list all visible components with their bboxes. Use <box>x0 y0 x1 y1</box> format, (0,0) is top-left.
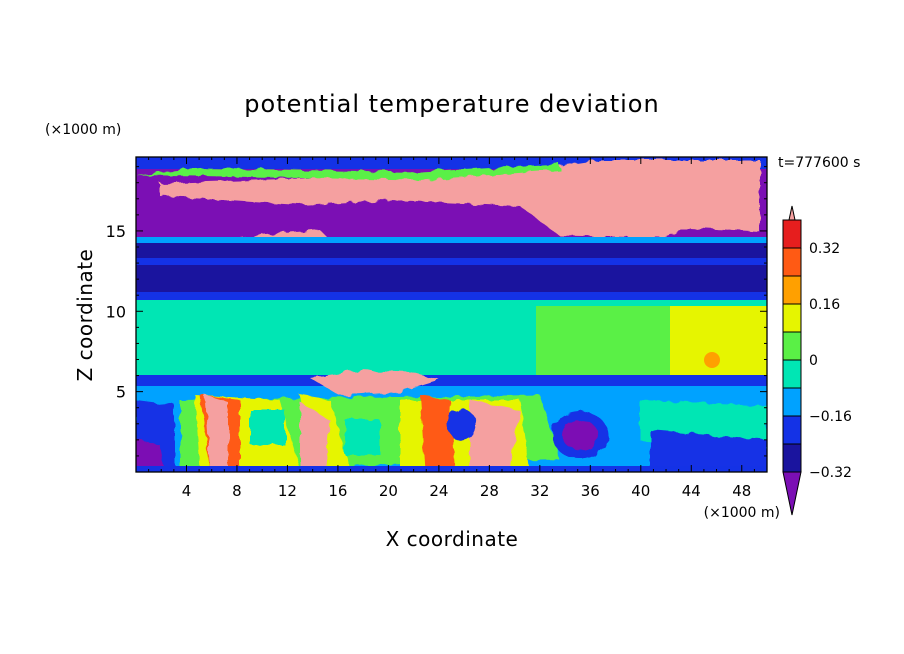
y-tick-label: 15 <box>106 222 126 241</box>
colorbar-box <box>782 275 802 305</box>
band-dark-blue <box>136 240 767 302</box>
colorbar-box <box>782 219 802 249</box>
x-tick-label: 44 <box>682 482 701 500</box>
band-middle-edge <box>136 300 767 306</box>
colorbar: 0.32 0.16 0 −0.16 −0.32 <box>782 205 852 516</box>
band-lower-edge <box>136 375 767 387</box>
y-tick-label: 10 <box>106 302 126 321</box>
colorbar-tick-label: −0.16 <box>809 409 852 425</box>
patch-lower-pink-col-2 <box>300 402 330 470</box>
patch-lower-pink-col-1 <box>205 395 228 470</box>
chart-title: potential temperature deviation <box>244 90 659 118</box>
patch-lower-pink-top <box>310 370 440 396</box>
band-blue-stripe-2 <box>136 258 767 265</box>
colorbar-extend-low <box>782 471 802 516</box>
patch-lower-purple-eddy <box>562 420 598 450</box>
patch-middle-yellow <box>670 306 767 378</box>
colorbar-box <box>782 303 802 333</box>
x-tick-label: 16 <box>328 482 347 500</box>
band-blue-stripe-3 <box>136 292 767 300</box>
colorbar-tick-label: −0.32 <box>809 465 852 481</box>
time-label: t=777600 s <box>778 155 860 171</box>
x-tick-label: 8 <box>232 482 242 500</box>
patch-lower-right-blue <box>650 430 767 472</box>
x-tick-label: 40 <box>631 482 650 500</box>
colorbar-box <box>782 359 802 389</box>
patch-upper-green <box>136 164 560 180</box>
colorbar-box <box>782 415 802 445</box>
y-unit-label: (×1000 m) <box>45 122 121 138</box>
colorbar-tick-label: 0.16 <box>809 297 840 313</box>
x-tick-label: 12 <box>278 482 297 500</box>
x-tick-label: 24 <box>429 482 448 500</box>
patch-lower-pink-col-3 <box>470 400 520 470</box>
patch-lower-blue-eddy-1 <box>448 409 476 441</box>
y-axis: 5 10 15 <box>106 166 767 457</box>
y-tick-label: 5 <box>116 383 126 402</box>
colorbar-box <box>782 247 802 277</box>
patch-lower-cyan-2 <box>250 410 285 445</box>
colorbar-tick-label: 0 <box>809 353 818 369</box>
colorbar-box <box>782 443 802 473</box>
x-tick-label: 36 <box>581 482 600 500</box>
band-blue-stripe-1 <box>136 237 767 243</box>
x-tick-label: 48 <box>732 482 751 500</box>
colorbar-box <box>782 331 802 361</box>
x-tick-label: 20 <box>379 482 398 500</box>
patch-middle-orange <box>704 352 720 368</box>
colorbar-tick-label: 0.32 <box>809 241 840 257</box>
x-axis: 4 8 12 16 20 24 28 32 36 40 44 48 <box>148 157 755 500</box>
patch-lower-red-2 <box>420 395 455 470</box>
patch-lower-cyan-1 <box>345 420 380 455</box>
x-tick-label: 4 <box>182 482 192 500</box>
contour-field <box>136 157 767 472</box>
x-unit-label: (×1000 m) <box>704 505 780 521</box>
patch-upper-pink <box>160 160 760 238</box>
colorbar-box <box>782 387 802 417</box>
x-tick-label: 28 <box>480 482 499 500</box>
x-axis-label: X coordinate <box>386 527 519 551</box>
band-middle-teal <box>136 306 536 376</box>
patch-lower-left-purple <box>136 440 165 472</box>
y-axis-label: Z coordinate <box>73 249 97 382</box>
x-tick-label: 32 <box>530 482 549 500</box>
